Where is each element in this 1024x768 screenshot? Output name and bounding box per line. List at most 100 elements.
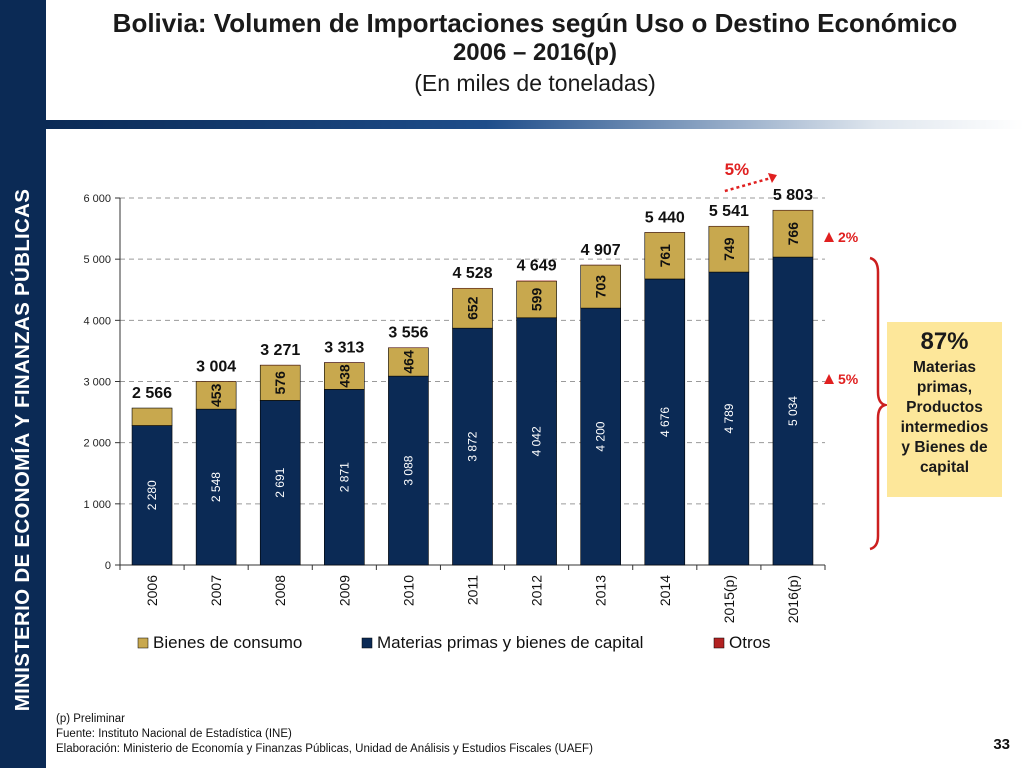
sidebar-band: MINISTERIO DE ECONOMÍA Y FINANZAS PÚBLIC… xyxy=(0,0,46,768)
consumo-value-label: 766 xyxy=(785,222,801,246)
x-category-label: 2008 xyxy=(272,575,288,606)
callout-line: intermedios xyxy=(900,419,989,436)
preliminary-note: (p) Preliminar xyxy=(56,713,126,725)
imports-chart: 0 1 000 2 000 3 000 4 000 5 000 6 000 2 280 2 56… xyxy=(83,160,890,652)
legend-label: Bienes de consumo xyxy=(153,633,302,652)
materias-value-label: 4 676 xyxy=(658,407,672,437)
title-divider xyxy=(46,120,1024,129)
bar-materias-primas xyxy=(580,307,621,566)
legend-swatch xyxy=(361,637,373,649)
title-block: Bolivia: Volumen de Importaciones según … xyxy=(46,8,1024,98)
bar-bienes-consumo xyxy=(516,280,557,319)
bar-materias-primas xyxy=(324,389,365,566)
materias-value-label: 2 280 xyxy=(145,480,159,510)
materias-value-label: 4 042 xyxy=(530,426,544,456)
total-value-label: 3 313 xyxy=(324,339,364,356)
total-value-label: 3 271 xyxy=(260,342,300,359)
y-tick-label: 5 000 xyxy=(83,254,111,266)
source-note: Fuente: Instituto Nacional de Estadístic… xyxy=(56,728,292,740)
callout-line: Materias xyxy=(913,359,976,376)
materias-value-label: 4 789 xyxy=(722,403,736,433)
consumo-value-label: 652 xyxy=(465,296,481,320)
bar-bienes-consumo xyxy=(388,347,429,377)
total-value-label: 4 649 xyxy=(517,258,557,275)
x-category-label: 2006 xyxy=(144,575,160,606)
bar-materias-primas xyxy=(708,271,750,566)
consumo-value-label: 703 xyxy=(593,275,609,299)
y-tick-label: 1 000 xyxy=(83,499,111,511)
bar-bienes-consumo xyxy=(259,364,301,401)
y-tick-label: 0 xyxy=(105,560,111,572)
x-category-label: 2011 xyxy=(465,575,481,605)
bar-bienes-consumo xyxy=(772,209,814,258)
total-value-label: 3 004 xyxy=(196,358,236,375)
bar-materias-primas xyxy=(772,256,814,566)
consumo-value-label: 749 xyxy=(721,237,737,261)
x-category-label: 2016(p) xyxy=(785,575,801,623)
materias-value-label: 5 034 xyxy=(786,396,800,426)
chart-period: 2006 – 2016(p) xyxy=(452,39,618,66)
bar-materias-primas xyxy=(452,327,493,566)
total-value-label: 4 528 xyxy=(452,265,492,282)
total-value-label: 5 440 xyxy=(645,209,685,226)
y-tick-label: 4 000 xyxy=(83,315,111,327)
materias-value-label: 3 088 xyxy=(401,455,415,485)
legend-label: Materias primas y bienes de capital xyxy=(377,633,643,652)
x-category-label: 2015(p) xyxy=(721,575,737,623)
materias-value-label: 2 691 xyxy=(273,467,287,497)
x-category-label: 2009 xyxy=(336,575,352,606)
y-tick-label: 2 000 xyxy=(83,438,111,450)
growth-consumo-label: 2% xyxy=(838,229,859,245)
footer-notes: (p) Preliminar Fuente: Instituto Naciona… xyxy=(56,712,593,757)
x-category-label: 2013 xyxy=(593,575,609,606)
total-value-label: 2 566 xyxy=(132,385,172,402)
x-category-label: 2010 xyxy=(400,575,416,606)
callout-line: capital xyxy=(919,459,970,476)
chart-units: (En miles de toneladas) xyxy=(414,70,656,96)
consumo-value-label: 438 xyxy=(336,364,352,388)
materias-value-label: 3 872 xyxy=(466,431,480,461)
growth-arrow-head xyxy=(767,173,777,183)
bar-materias-primas xyxy=(131,425,173,566)
legend-swatch xyxy=(137,637,149,649)
growth-total-label: 5% xyxy=(725,160,750,179)
x-category-label: 2014 xyxy=(657,575,673,606)
callout-text: Materias primas, Productos intermedios y… xyxy=(887,358,1002,478)
chart-title: Bolivia: Volumen de Importaciones según … xyxy=(112,8,958,38)
up-triangle-icon xyxy=(824,232,834,242)
growth-materias-label: 5% xyxy=(838,371,859,387)
bar-bienes-consumo xyxy=(580,264,621,309)
callout-line: y Bienes de xyxy=(901,439,988,456)
materias-value-label: 2 548 xyxy=(209,472,223,502)
total-value-label: 3 556 xyxy=(388,324,428,341)
materias-value-label: 4 200 xyxy=(594,421,608,451)
callout-line: Productos xyxy=(906,399,983,416)
growth-arrow-line xyxy=(724,176,772,193)
bar-materias-primas xyxy=(195,408,237,566)
legend-swatch xyxy=(713,637,725,649)
materias-value-label: 2 871 xyxy=(337,462,351,492)
bar-materias-primas xyxy=(259,400,301,566)
brace-icon xyxy=(869,256,890,551)
x-category-label: 2007 xyxy=(208,575,224,606)
bar-bienes-consumo xyxy=(324,362,365,390)
bar-materias-primas xyxy=(644,278,686,566)
bar-bienes-consumo xyxy=(131,407,173,426)
x-category-label: 2012 xyxy=(529,575,545,606)
consumo-value-label: 453 xyxy=(208,383,224,407)
share-callout: 87% Materias primas, Productos intermedi… xyxy=(887,322,1002,497)
y-tick-label: 3 000 xyxy=(83,377,111,389)
bar-bienes-consumo xyxy=(195,381,237,410)
page-number: 33 xyxy=(993,736,1010,753)
total-value-label: 4 907 xyxy=(581,242,621,259)
bar-materias-primas xyxy=(516,317,557,566)
total-value-label: 5 803 xyxy=(773,187,813,204)
bar-materias-primas xyxy=(388,375,429,566)
consumo-value-label: 464 xyxy=(400,350,416,374)
consumo-value-label: 576 xyxy=(272,371,288,395)
consumo-value-label: 599 xyxy=(529,288,545,312)
up-triangle-icon xyxy=(824,374,834,384)
callout-percentage: 87% xyxy=(920,328,969,355)
callout-line: primas, xyxy=(916,379,973,396)
total-value-label: 5 541 xyxy=(709,203,749,220)
